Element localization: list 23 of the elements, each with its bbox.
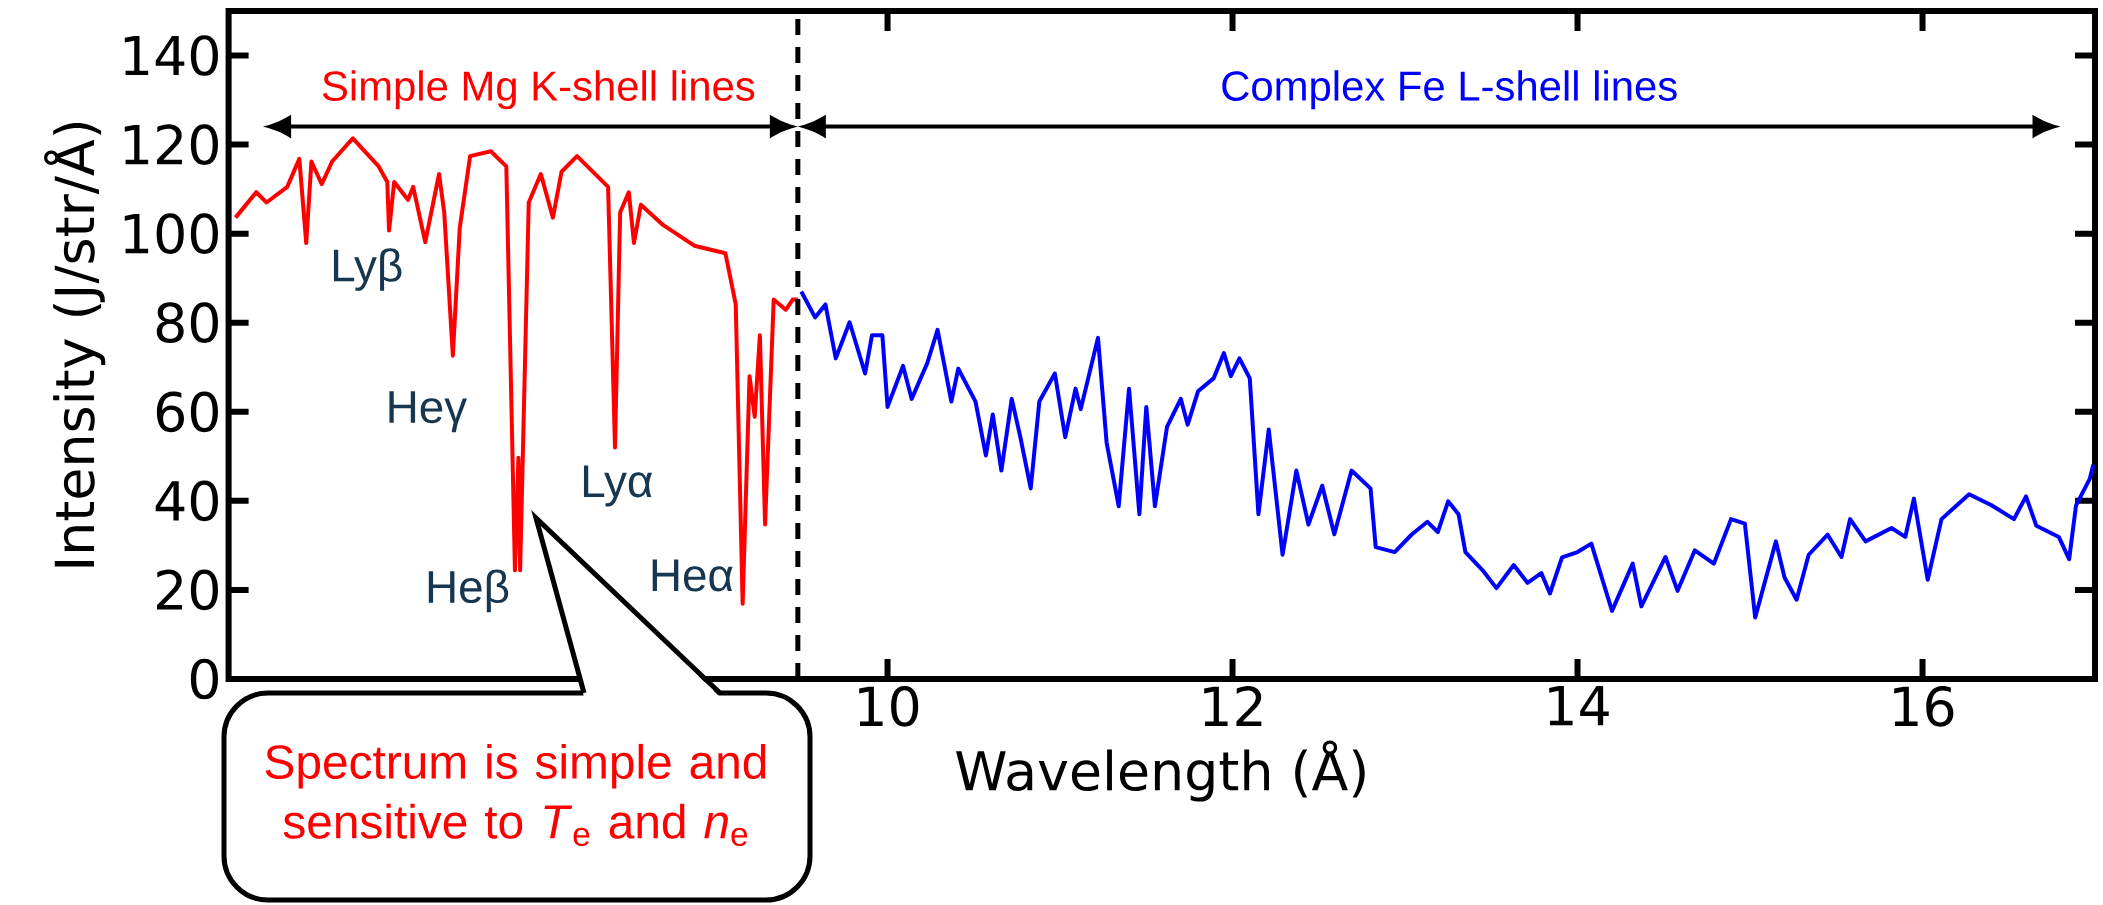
y-tick-label: 0 — [190, 658, 218, 700]
text: Spectrum is simple and sensitive to T$_{e}$ and n$_{e}$ — [265, 743, 766, 847]
x-axis-title: Wavelength (Å) — [956, 740, 1365, 802]
y-tick-label: 100 — [124, 213, 218, 254]
annotation: Simple Mg K-shell lines — [322, 70, 755, 110]
y-tick-label: 80 — [156, 302, 218, 344]
x-tick-label: 12 — [1204, 686, 1262, 726]
y-tick-label: 120 — [124, 124, 218, 165]
y-tick-label: 20 — [157, 569, 218, 611]
line-series — [799, 289, 2096, 620]
x-tick-label: 14 — [1549, 686, 1609, 726]
y-tick-label: 40 — [155, 480, 218, 522]
x-tick-label: 10 — [859, 686, 919, 727]
annotation: Lyβ — [333, 248, 402, 291]
annotation: Lyα — [583, 465, 653, 507]
y-tick-label: 140 — [124, 35, 218, 76]
x-tick-label: 16 — [1894, 686, 1954, 727]
annotation: Heβ — [428, 569, 509, 613]
y-tick-label: 60 — [156, 391, 218, 433]
annotation: Heγ — [389, 391, 468, 433]
annotation: Heα — [652, 559, 733, 592]
annotation: Complex Fe L-shell lines — [1222, 70, 1677, 110]
y-axis-title: Intensity (J/str/Å) — [44, 122, 106, 567]
